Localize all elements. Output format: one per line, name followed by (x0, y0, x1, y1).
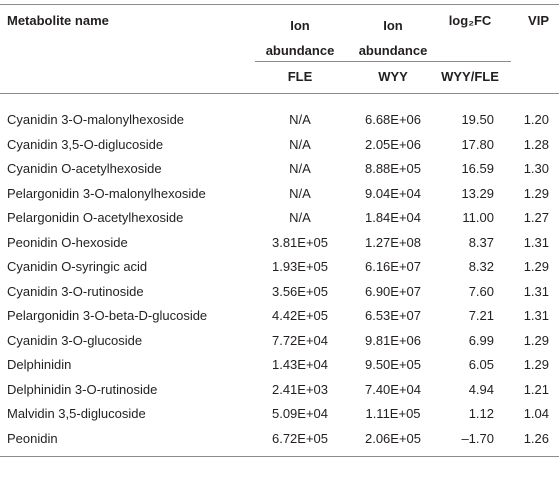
table-cell: 8.37 (468, 234, 494, 250)
table-cell: 2.41E+03 (271, 381, 329, 397)
table-cell: 6.90E+07 (364, 283, 422, 299)
table-cell: 1.12 (468, 406, 494, 421)
table-cell: 1.21 (523, 381, 549, 397)
table-cell: Pelargonidin 3-O-malonylhexoside (7, 185, 206, 201)
table-cell: 6.72E+05 (271, 430, 329, 446)
subheader-cell: FLE (287, 69, 313, 84)
table-cell: 7.60 (468, 283, 494, 299)
header-cell: Ion abundance (265, 18, 335, 58)
table-cell: Cyanidin 3,5-O-diglucoside (7, 136, 164, 152)
header-cell: Ion abundance (358, 18, 428, 58)
table-cell: 1.43E+04 (271, 357, 329, 372)
table-cell: Cyanidin 3-O-malonylhexoside (7, 112, 185, 127)
table-cell: 11.00 (462, 210, 494, 225)
table-cell: Pelargonidin 3-O-beta-D-glucoside (7, 308, 208, 323)
table-cell: 4.42E+05 (271, 308, 329, 323)
subheader-cell: WYY (378, 69, 408, 84)
table-cell: N/A (289, 112, 311, 127)
table-cell: 9.04E+04 (364, 185, 422, 201)
table-cell: Peonidin (7, 430, 58, 446)
table-cell: 6.05 (468, 357, 494, 372)
table-cell: 1.11E+05 (365, 406, 421, 421)
table-cell: 17.80 (461, 136, 494, 152)
table-cell: 1.29 (523, 185, 549, 201)
table-cell: –1.70 (461, 430, 494, 446)
table-cell: 9.81E+06 (364, 332, 422, 348)
table-cell: 5.09E+04 (271, 406, 329, 421)
table-cell: 2.05E+06 (364, 136, 422, 152)
table-cell: Malvidin 3,5-diglucoside (7, 406, 146, 421)
table-cell: 7.40E+04 (364, 381, 422, 397)
table-cell: 1.29 (523, 259, 549, 274)
table-cell: Cyanidin 3-O-glucoside (7, 332, 143, 348)
table-cell: 1.29 (523, 332, 549, 348)
table-cell: 6.99 (468, 332, 494, 348)
header-rule (255, 61, 511, 62)
table-cell: 7.21 (468, 308, 494, 323)
header-cell: Metabolite name (7, 13, 109, 28)
table-cell: 7.72E+04 (271, 332, 329, 348)
table-cell: N/A (289, 185, 311, 201)
table-cell: 19.50 (461, 112, 494, 127)
table-cell: 1.29 (523, 357, 549, 372)
table-cell: 3.56E+05 (271, 283, 329, 299)
table-cell: 2.06E+05 (364, 430, 422, 446)
table-cell: N/A (289, 161, 311, 176)
table-cell: 4.94 (468, 381, 494, 397)
table-cell: 9.50E+05 (364, 357, 422, 372)
header-cell: VIP (528, 13, 549, 28)
table-cell: 1.27 (523, 210, 549, 225)
bottom-rule (0, 456, 559, 457)
header-bottom-rule (0, 93, 559, 94)
table-cell: Cyanidin O-syringic acid (7, 259, 148, 274)
table-cell: Peonidin O-hexoside (7, 234, 128, 250)
table-cell: 1.28 (523, 136, 549, 152)
subheader-cell: WYY/FLE (441, 69, 499, 84)
table-cell: Cyanidin O-acetylhexoside (7, 161, 162, 176)
header-cell: log₂FC (448, 13, 492, 28)
table-cell: 16.59 (461, 161, 494, 176)
table-cell: 8.32 (468, 259, 494, 274)
table-cell: 6.68E+06 (364, 112, 422, 127)
table-cell: 6.53E+07 (364, 308, 422, 323)
table-cell: 1.93E+05 (271, 259, 329, 274)
table-cell: 8.88E+05 (364, 161, 422, 176)
table-cell: Delphinidin (7, 357, 72, 372)
table-cell: Cyanidin 3-O-rutinoside (7, 283, 144, 299)
table-cell: N/A (289, 136, 311, 152)
table-cell: N/A (289, 210, 311, 225)
table-cell: 1.84E+04 (364, 210, 422, 225)
table-cell: 1.31 (523, 234, 549, 250)
table-cell: 1.31 (523, 308, 549, 323)
table-cell: 13.29 (461, 185, 494, 201)
table-cell: Delphinidin 3-O-rutinoside (7, 381, 158, 397)
table-cell: 1.04 (523, 406, 549, 421)
top-rule (0, 4, 559, 5)
table-cell: 1.31 (523, 283, 549, 299)
table-cell: Pelargonidin O-acetylhexoside (7, 210, 184, 225)
table-cell: 1.20 (523, 112, 549, 127)
table-cell: 1.26 (523, 430, 549, 446)
table-cell: 6.16E+07 (364, 259, 422, 274)
table-cell: 1.30 (523, 161, 549, 176)
table-cell: 1.27E+08 (364, 234, 422, 250)
table-cell: 3.81E+05 (271, 234, 329, 250)
